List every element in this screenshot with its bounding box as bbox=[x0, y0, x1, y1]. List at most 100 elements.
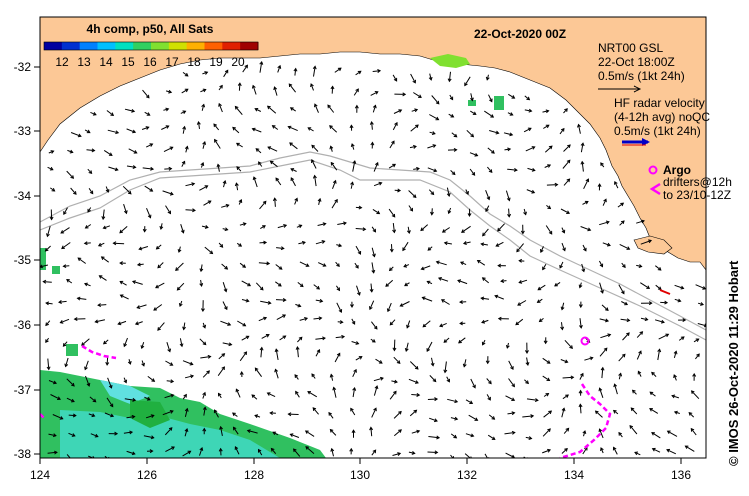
current-arrow bbox=[103, 225, 111, 229]
current-arrow bbox=[508, 93, 515, 99]
current-arrow-head bbox=[470, 456, 472, 458]
current-arrow-head bbox=[460, 261, 464, 265]
current-arrow-head bbox=[399, 303, 404, 307]
current-arrow bbox=[421, 265, 431, 270]
current-arrow-head bbox=[373, 325, 378, 330]
current-arrow bbox=[695, 353, 700, 360]
current-arrow-head bbox=[169, 191, 174, 196]
current-arrow bbox=[465, 399, 473, 404]
current-arrow-head bbox=[108, 152, 113, 156]
current-arrow-head bbox=[321, 240, 326, 244]
current-arrow bbox=[463, 359, 467, 367]
current-arrow-head bbox=[190, 374, 195, 379]
current-arrow-head bbox=[523, 211, 527, 216]
current-arrow-head bbox=[458, 339, 462, 344]
current-arrow-head bbox=[272, 197, 277, 202]
current-arrow bbox=[582, 244, 587, 252]
current-arrow-head bbox=[447, 210, 452, 215]
current-arrow bbox=[614, 384, 618, 395]
current-arrow bbox=[387, 302, 392, 312]
current-arrow-head bbox=[543, 340, 548, 345]
current-arrow-head bbox=[684, 445, 689, 449]
current-arrow bbox=[199, 185, 208, 191]
current-arrow-head bbox=[639, 331, 644, 335]
current-arrow-head bbox=[263, 240, 268, 245]
current-arrow-head bbox=[377, 69, 382, 73]
current-arrow bbox=[157, 262, 164, 269]
current-arrow bbox=[274, 86, 278, 96]
current-arrow bbox=[290, 433, 300, 438]
current-arrow bbox=[334, 67, 342, 73]
current-arrow-head bbox=[314, 103, 318, 108]
current-arrow bbox=[409, 361, 419, 370]
current-arrow-head bbox=[49, 166, 54, 171]
current-arrow-head bbox=[334, 198, 338, 203]
current-arrow-head bbox=[136, 262, 141, 267]
current-arrow bbox=[139, 246, 149, 250]
current-arrow-head bbox=[242, 264, 247, 268]
current-arrow-head bbox=[664, 300, 669, 305]
current-arrow-head bbox=[182, 110, 187, 114]
current-arrow-head bbox=[651, 371, 655, 376]
current-arrow-head bbox=[638, 350, 642, 355]
current-arrow bbox=[503, 132, 513, 136]
current-arrow bbox=[84, 242, 91, 244]
current-arrow bbox=[101, 256, 109, 263]
current-arrow-head bbox=[202, 341, 207, 346]
current-arrow-head bbox=[275, 177, 280, 182]
current-arrow-head bbox=[446, 192, 451, 197]
current-arrow-head bbox=[634, 451, 639, 456]
current-arrow-head bbox=[517, 302, 521, 306]
current-arrow-head bbox=[329, 145, 334, 150]
current-arrow-head bbox=[169, 146, 174, 151]
current-arrow-head bbox=[494, 294, 499, 299]
current-arrow bbox=[200, 279, 203, 287]
current-arrow-head bbox=[437, 277, 442, 281]
current-arrow-head bbox=[58, 300, 62, 304]
current-arrow bbox=[579, 373, 584, 380]
current-arrow-head bbox=[560, 306, 565, 311]
current-arrow bbox=[88, 455, 95, 458]
current-arrow-head bbox=[583, 247, 587, 252]
current-arrow-head bbox=[60, 230, 65, 234]
current-arrow-head bbox=[629, 424, 634, 429]
current-arrow bbox=[439, 322, 447, 327]
current-arrow bbox=[221, 263, 228, 270]
current-arrow-head bbox=[626, 318, 631, 323]
current-arrow bbox=[165, 360, 173, 366]
current-arrow bbox=[601, 367, 604, 379]
current-arrow bbox=[469, 152, 478, 157]
current-arrow-head bbox=[402, 92, 407, 97]
current-arrow bbox=[164, 168, 172, 170]
current-arrow-head bbox=[204, 225, 209, 229]
current-arrow-head bbox=[559, 264, 563, 269]
current-arrow bbox=[135, 321, 143, 325]
current-arrow-head bbox=[235, 388, 240, 393]
current-arrow-head bbox=[561, 229, 566, 234]
colorbar-swatch bbox=[186, 42, 205, 50]
current-arrow bbox=[288, 126, 298, 132]
current-arrow bbox=[649, 408, 659, 414]
isobath-shelf bbox=[40, 151, 706, 331]
current-arrow bbox=[420, 224, 429, 231]
current-arrow-head bbox=[170, 379, 175, 384]
current-arrow bbox=[544, 145, 553, 153]
current-arrow bbox=[276, 247, 284, 249]
current-arrow-head bbox=[547, 205, 552, 210]
current-arrow-head bbox=[298, 336, 303, 341]
current-arrow-head bbox=[178, 303, 183, 308]
current-arrow-head bbox=[435, 116, 440, 121]
current-arrow bbox=[545, 225, 553, 235]
current-arrow-head bbox=[289, 433, 294, 438]
svg-text:12: 12 bbox=[55, 55, 69, 69]
current-arrow bbox=[155, 282, 165, 289]
current-arrow-head bbox=[224, 265, 229, 270]
current-arrow bbox=[691, 390, 700, 400]
current-arrow bbox=[179, 338, 183, 347]
current-arrow-head bbox=[372, 253, 376, 258]
current-arrow-head bbox=[392, 163, 397, 168]
current-arrow-head bbox=[169, 362, 174, 366]
current-arrow bbox=[352, 369, 357, 378]
current-arrow bbox=[63, 207, 68, 215]
current-arrow-head bbox=[389, 321, 394, 326]
